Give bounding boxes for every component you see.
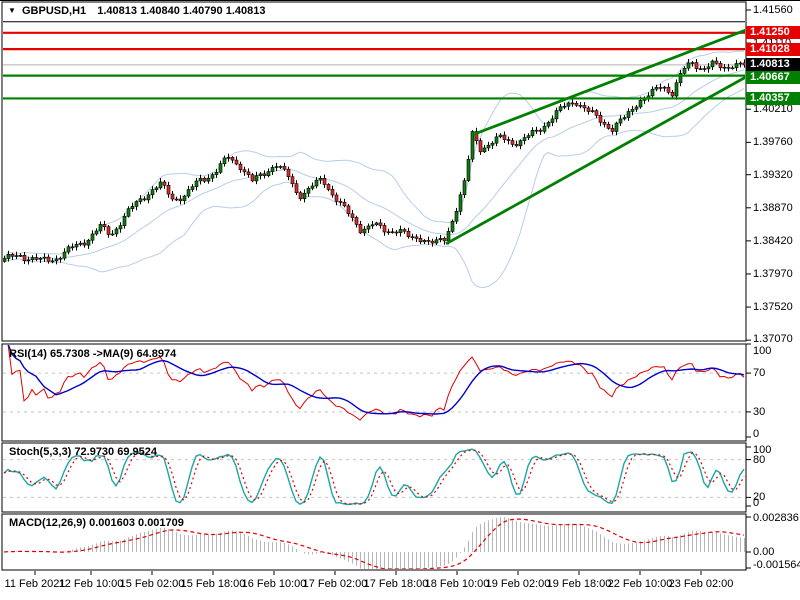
price-badge: 1.40357 bbox=[746, 91, 800, 105]
ohlc-values: 1.40813 1.40840 1.40790 1.40813 bbox=[97, 5, 266, 17]
price-tick-label: 1.41560 bbox=[753, 4, 793, 16]
macd-panel-label: MACD(12,26,9) 0.001603 0.001709 bbox=[9, 517, 184, 529]
time-axis-label: 15 Feb 02:00 bbox=[119, 578, 185, 590]
price-tick-label: 1.38420 bbox=[753, 234, 793, 247]
macd-tick-label: -0.001564 bbox=[753, 559, 800, 571]
rsi-tick-label: 70 bbox=[753, 367, 766, 380]
stoch-tick-label: 0 bbox=[753, 497, 760, 509]
time-axis-label: 19 Feb 02:00 bbox=[485, 578, 551, 590]
rsi-tick-label: 0 bbox=[753, 428, 760, 440]
price-tick-label: 1.39320 bbox=[753, 168, 793, 181]
stoch-tick-label: 100 bbox=[753, 444, 772, 456]
symbol-dropdown-icon[interactable]: ▼ bbox=[8, 6, 16, 15]
time-axis-label: 17 Feb 02:00 bbox=[302, 578, 368, 590]
price-tick-label: 1.37970 bbox=[753, 267, 793, 280]
price-tick-label: 1.39760 bbox=[753, 136, 793, 149]
rsi-panel-label: RSI(14) 65.7308 ->MA(9) 64.8974 bbox=[9, 348, 177, 360]
macd-tick-label: 0.00 bbox=[753, 546, 775, 558]
rsi-tick-label: 30 bbox=[753, 405, 766, 418]
stoch-layer bbox=[3, 448, 745, 506]
price-tick-label: 1.37520 bbox=[753, 301, 793, 314]
panel-frame bbox=[1, 1, 747, 342]
rsi-layer bbox=[3, 345, 745, 421]
price-badge: 1.40667 bbox=[746, 71, 800, 85]
time-axis-label: 22 Feb 10:00 bbox=[607, 578, 673, 590]
time-axis-label: 18 Feb 10:00 bbox=[424, 578, 490, 590]
macd-layer bbox=[3, 517, 745, 569]
stoch-panel-label: Stoch(5,3,3) 72.9730 69.9524 bbox=[9, 446, 157, 458]
price-badge: 1.41028 bbox=[746, 42, 800, 56]
time-axis-label: 17 Feb 18:00 bbox=[363, 578, 429, 590]
panel-frame bbox=[1, 343, 747, 442]
price-badge: 1.40813 bbox=[746, 58, 800, 72]
stoch-tick-label: 20 bbox=[753, 491, 766, 504]
rsi-tick-label: 100 bbox=[753, 345, 772, 357]
price-badge: 1.41250 bbox=[746, 26, 800, 40]
time-axis-label: 15 Feb 18:00 bbox=[180, 578, 246, 590]
panel-frame bbox=[1, 513, 747, 571]
symbol-label: GBPUSD,H1 bbox=[22, 5, 87, 17]
stoch-tick-label: 80 bbox=[753, 453, 766, 466]
price-tick-label: 1.37070 bbox=[753, 333, 793, 345]
macd-tick-label: 0.002836 bbox=[753, 512, 799, 524]
time-axis-label: 11 Feb 2021 bbox=[4, 578, 66, 590]
time-axis-label: 23 Feb 02:00 bbox=[668, 578, 734, 590]
price-tick-label: 1.38870 bbox=[753, 201, 793, 214]
panel-frame bbox=[1, 442, 747, 513]
time-axis-label: 19 Feb 18:00 bbox=[546, 578, 612, 590]
main-chart-layer bbox=[3, 21, 745, 289]
price-tick-label: 1.40210 bbox=[753, 103, 793, 116]
time-axis-label: 12 Feb 10:00 bbox=[58, 578, 124, 590]
chart-title: GBPUSD,H1 1.40813 1.40840 1.40790 1.4081… bbox=[22, 5, 265, 17]
time-axis-label: 16 Feb 10:00 bbox=[241, 578, 307, 590]
